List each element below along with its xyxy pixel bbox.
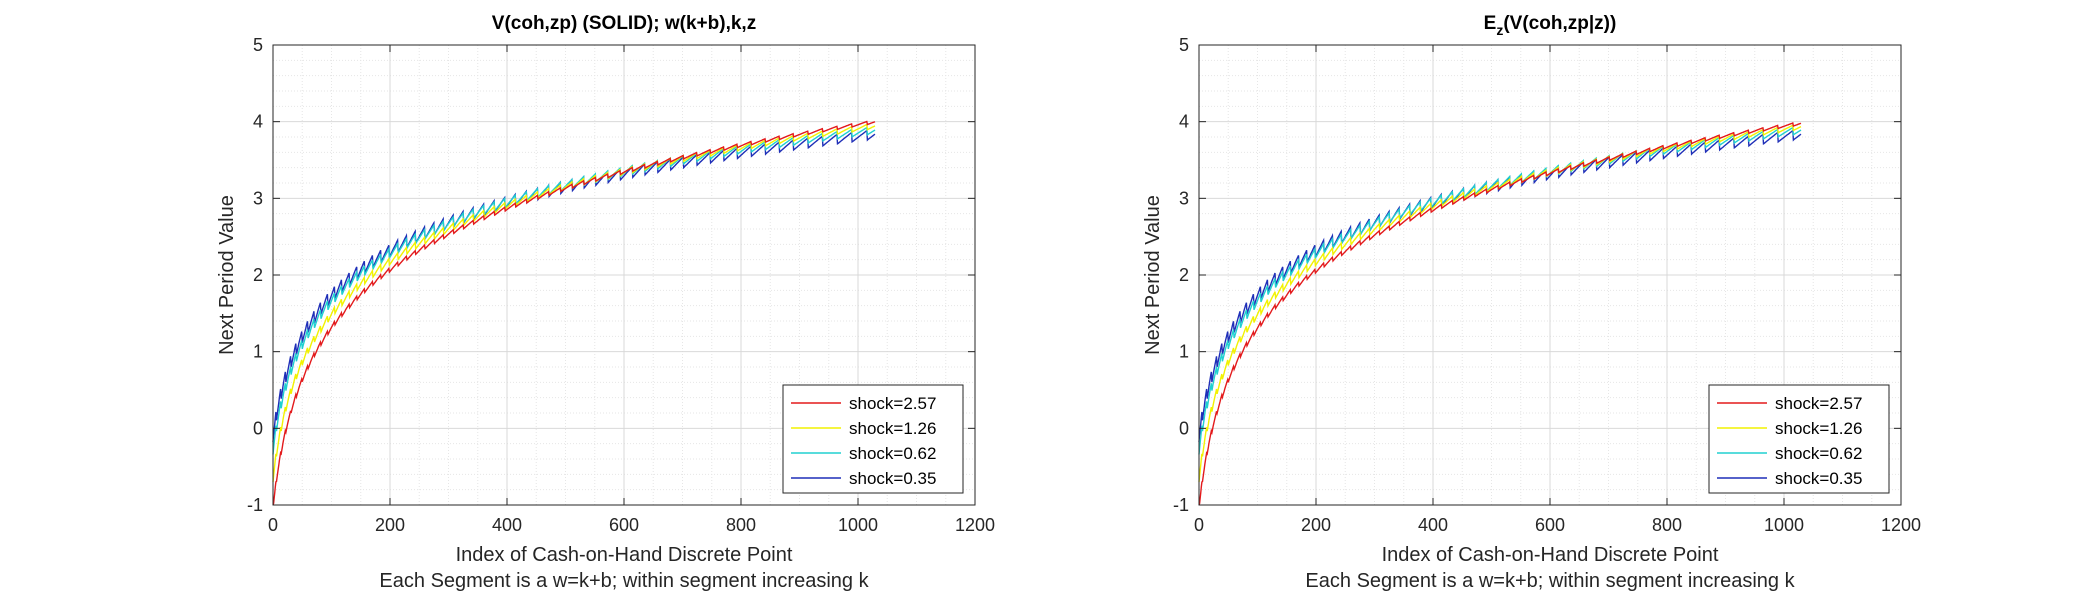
- legend: shock=2.57 shock=1.26 shock=0.62 shock=0.35: [782, 384, 964, 494]
- x-tick-label: 0: [1194, 515, 1204, 535]
- x-axis-label-line2: Each Segment is a w=k+b; within segment …: [379, 570, 869, 592]
- y-axis-label: Next Period Value: [1142, 195, 1164, 355]
- legend-entry: shock=0.62: [849, 444, 936, 463]
- chart-panel-right: 0 200 400 600 800 1000 1200-1012345Ez(V(coh,zp…: [1142, 13, 1921, 592]
- legend-entry: shock=0.35: [1775, 469, 1862, 488]
- legend-entry: shock=2.57: [849, 394, 936, 413]
- legend-entry: shock=0.62: [1775, 444, 1862, 463]
- legend-entry: shock=1.26: [849, 419, 936, 438]
- chart-title: V(coh,zp) (SOLID); w(k+b),k,z: [492, 13, 756, 34]
- legend-entry: shock=0.35: [849, 469, 936, 488]
- x-axis-label: Index of Cash-on-Hand Discrete Point: [1382, 544, 1719, 566]
- y-axis-label: Next Period Value: [216, 195, 238, 355]
- series-line-0: [1198, 121, 1802, 506]
- chart-title: Ez(V(coh,zp|z)): [1484, 13, 1617, 38]
- y-tick-label: 2: [253, 265, 263, 285]
- x-tick-label: 1200: [1881, 515, 1921, 535]
- x-tick-label: 1000: [1764, 515, 1804, 535]
- x-tick-label: 800: [726, 515, 756, 535]
- y-tick-label: 4: [253, 112, 263, 132]
- x-tick-label: 400: [1418, 515, 1448, 535]
- legend: shock=2.57 shock=1.26 shock=0.62 shock=0.35: [1708, 384, 1890, 494]
- y-tick-label: 4: [1179, 112, 1189, 132]
- y-tick-label: 1: [1179, 342, 1189, 362]
- x-axis-label-line2: Each Segment is a w=k+b; within segment …: [1305, 570, 1795, 592]
- y-tick-label: 5: [253, 35, 263, 55]
- y-tick-label: 3: [1179, 188, 1189, 208]
- x-tick-label: 0: [268, 515, 278, 535]
- chart-title-rest: (V(coh,zp|z)): [1503, 13, 1616, 34]
- legend-entry: shock=2.57: [1775, 394, 1862, 413]
- x-tick-label: 200: [375, 515, 405, 535]
- y-tick-label: -1: [1173, 495, 1189, 515]
- chart-title-main: E: [1484, 13, 1497, 34]
- y-tick-label: 0: [253, 418, 263, 438]
- y-tick-label: 2: [1179, 265, 1189, 285]
- chart-title-subscript: z: [1496, 22, 1503, 38]
- y-tick-label: 3: [253, 188, 263, 208]
- x-tick-label: 800: [1652, 515, 1682, 535]
- x-axis-label: Index of Cash-on-Hand Discrete Point: [456, 544, 793, 566]
- chart-title-main: V(coh,zp) (SOLID); w(k+b),k,z: [492, 13, 756, 34]
- x-tick-label: 600: [1535, 515, 1565, 535]
- x-tick-label: 1000: [838, 515, 878, 535]
- y-tick-label: 0: [1179, 418, 1189, 438]
- x-tick-label: 200: [1301, 515, 1331, 535]
- y-tick-label: -1: [247, 495, 263, 515]
- x-tick-label: 400: [492, 515, 522, 535]
- y-tick-label: 5: [1179, 35, 1189, 55]
- series-line-1: [1198, 124, 1802, 483]
- x-tick-label: 1200: [955, 515, 995, 535]
- legend-entry: shock=1.26: [1775, 419, 1862, 438]
- x-tick-label: 600: [609, 515, 639, 535]
- y-tick-label: 1: [253, 342, 263, 362]
- series-line-0: [272, 120, 876, 506]
